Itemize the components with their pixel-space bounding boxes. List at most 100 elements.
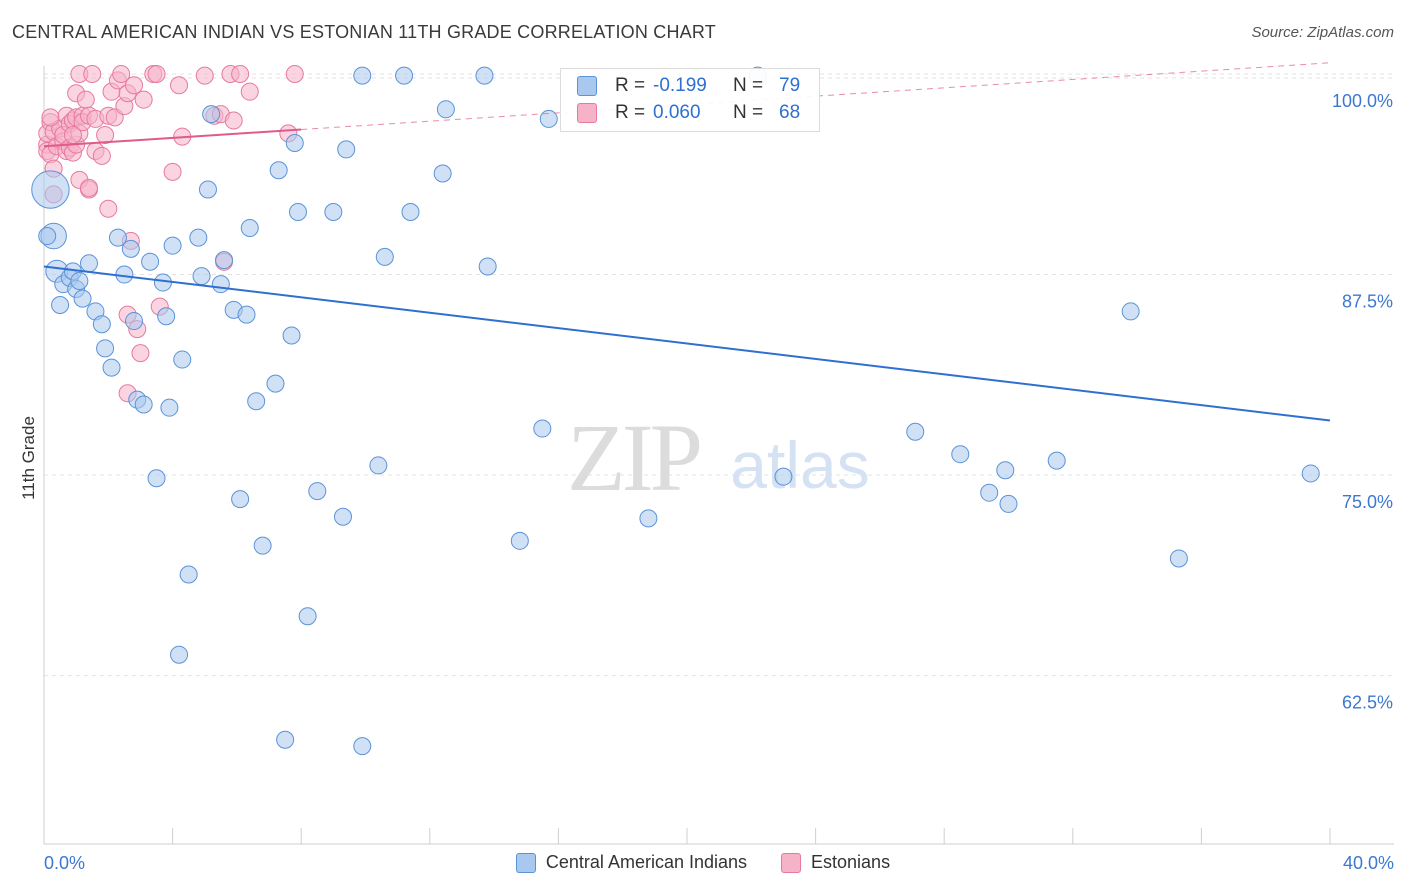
trend-lines xyxy=(43,62,1331,422)
watermark-atlas: atlas xyxy=(730,428,869,502)
x-tick-label: 0.0% xyxy=(44,853,85,873)
central-american-indian-point xyxy=(102,358,121,377)
central-american-indian-point xyxy=(337,140,356,159)
central-american-indian-point xyxy=(153,273,172,292)
stats-box: R = -0.199 N = 79 R = 0.060 N = 68 xyxy=(560,68,820,132)
central-american-indian-point xyxy=(157,307,176,326)
central-american-indian-point xyxy=(282,326,301,345)
central-american-indian-point xyxy=(324,202,343,221)
tick-labels: 62.5% 75.0% 87.5% 100.0% 0.0% 40.0% xyxy=(44,91,1394,873)
central-american-indian-point xyxy=(980,483,999,502)
pink-swatch xyxy=(577,103,597,123)
central-american-indian-point xyxy=(108,228,127,247)
central-american-indian-point xyxy=(253,536,272,555)
central-american-indian-point xyxy=(266,374,285,393)
central-american-indian-point xyxy=(475,66,494,85)
blue-swatch xyxy=(577,76,597,96)
central-american-indian-point xyxy=(996,461,1015,480)
central-american-indian-point xyxy=(308,482,327,501)
central-american-indian-point xyxy=(237,305,256,324)
estonian-point xyxy=(195,66,214,85)
central-american-indian-point xyxy=(353,737,372,756)
estonian-point xyxy=(125,76,144,95)
central-american-indian-point xyxy=(436,100,455,119)
estonian-point xyxy=(41,108,60,127)
central-american-indian-point xyxy=(73,289,92,308)
watermark-zip: ZIP xyxy=(567,404,700,511)
x-tick-label: 40.0% xyxy=(1343,853,1394,873)
central-american-indian-point xyxy=(247,392,266,411)
central-american-indian-point xyxy=(179,565,198,584)
legend-item-central-american-indians[interactable]: Central American Indians xyxy=(515,852,748,873)
central-american-indian-point xyxy=(1121,302,1140,321)
estonian-point xyxy=(99,199,118,218)
estonian-point xyxy=(76,90,95,109)
central-american-indian-point xyxy=(51,296,70,315)
central-american-indian-point xyxy=(1169,549,1188,568)
central-american-indian-point xyxy=(160,398,179,417)
y-tick-label: 100.0% xyxy=(1332,91,1393,111)
central-american-indian-point xyxy=(38,227,57,246)
central-american-indian-point xyxy=(147,469,166,488)
r-value: 0.060 xyxy=(653,102,701,123)
estonian-point xyxy=(147,65,166,84)
central-american-indian-point xyxy=(285,133,304,152)
central-american-indian-point xyxy=(189,228,208,247)
central-american-indian-point xyxy=(1047,451,1066,470)
central-american-indians-points xyxy=(31,66,1320,756)
central-american-indian-point xyxy=(369,456,388,475)
watermark: ZIP atlas xyxy=(567,404,870,511)
estonians-trend-line xyxy=(43,128,302,148)
central-american-indian-point xyxy=(269,161,288,180)
estonian-point xyxy=(96,125,115,144)
central-american-indian-point xyxy=(539,109,558,128)
legend-swatch-pink xyxy=(781,852,802,873)
central-american-indian-point xyxy=(906,422,925,441)
central-american-indian-point xyxy=(395,66,414,85)
central-american-indians-trend-line xyxy=(43,265,1331,422)
estonian-point xyxy=(63,125,82,144)
y-tick-label: 75.0% xyxy=(1342,492,1393,512)
stats-row-central-american-indians: R = -0.199 N = 79 xyxy=(577,75,800,97)
central-american-indian-point xyxy=(639,509,658,528)
central-american-indian-point xyxy=(288,202,307,221)
central-american-indian-point xyxy=(211,275,230,294)
grid-lines xyxy=(44,73,1394,677)
central-american-indian-point xyxy=(231,490,250,509)
r-value: -0.199 xyxy=(653,75,707,96)
estonian-point xyxy=(83,65,102,84)
n-value: 68 xyxy=(779,102,801,123)
n-value: 79 xyxy=(779,75,801,96)
central-american-indian-point xyxy=(353,66,372,85)
chart-title: CENTRAL AMERICAN INDIAN VS ESTONIAN 11TH… xyxy=(12,22,716,42)
central-american-indian-point xyxy=(510,531,529,550)
central-american-indian-point xyxy=(31,170,70,209)
estonian-point xyxy=(131,344,150,363)
estonian-point xyxy=(285,65,304,84)
legend-item-estonians[interactable]: Estonians xyxy=(781,852,890,873)
central-american-indian-point xyxy=(134,395,153,414)
central-american-indian-point xyxy=(192,267,211,286)
central-american-indian-point xyxy=(433,164,452,183)
legend-label: Central American Indians xyxy=(545,852,748,872)
central-american-indian-point xyxy=(298,607,317,626)
legend: Central American Indians Estonians xyxy=(0,852,1406,873)
n-label: N = xyxy=(733,102,764,123)
n-label: N = xyxy=(733,75,764,96)
central-american-indian-point xyxy=(401,202,420,221)
central-american-indian-point xyxy=(276,730,295,749)
legend-label: Estonians xyxy=(811,852,891,872)
central-american-indian-point xyxy=(240,219,259,238)
central-american-indian-point xyxy=(173,350,192,369)
estonian-point xyxy=(170,76,189,95)
estonian-point xyxy=(231,65,250,84)
estonian-point xyxy=(163,162,182,181)
source-label: Source: ZipAtlas.com xyxy=(1251,24,1394,41)
estonian-point xyxy=(112,65,131,84)
central-american-indian-point xyxy=(198,180,217,199)
central-american-indian-point xyxy=(125,312,144,331)
central-american-indian-point xyxy=(141,252,160,271)
estonian-point xyxy=(224,111,243,130)
stats-row-estonians: R = 0.060 N = 68 xyxy=(577,102,800,124)
